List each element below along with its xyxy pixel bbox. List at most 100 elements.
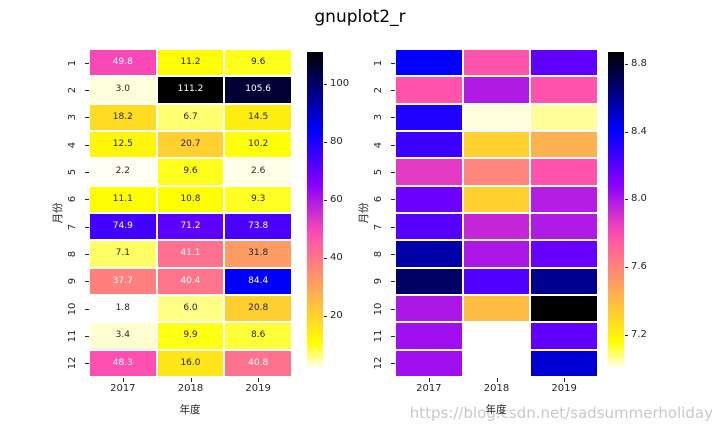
colorbar-tick-mark [625,131,628,133]
y-tick-mark [391,363,395,365]
y-tick-mark [391,308,395,310]
y-tick-mark [391,254,395,255]
heatmap-cell: 37.7 [90,268,156,294]
heatmap-cell [531,350,597,376]
cell-value: 37.7 [112,275,133,286]
cell-value: 40.4 [180,275,201,286]
heatmap-cell [463,186,530,212]
heatmap-cell [531,268,597,294]
heatmap-cell [396,132,462,158]
heatmap-cell [396,350,462,376]
y-tick-mark [391,62,395,64]
cell-value: 9.3 [250,193,266,204]
heatmap-cell: 3.0 [90,77,156,103]
colorbar-tick-label: 80 [330,136,343,148]
heatmap-cell: 3.4 [90,323,156,349]
y-tick-mark [391,172,395,173]
heatmap-cell: 14.5 [225,104,291,130]
heatmap-cell [531,132,597,158]
heatmap-cell: 84.4 [225,268,291,294]
y-tick-mark [85,254,89,255]
heatmap-cell [396,186,462,212]
heatmap-cell: 40.8 [225,350,291,376]
colorbar [307,52,323,369]
y-tick-mark [85,336,89,337]
heatmap-cell [531,323,597,349]
x-tick-mark [564,378,566,382]
plot-title: gnuplot2_r [314,7,406,27]
heatmap-cell [396,268,462,294]
colorbar [608,52,624,369]
heatmap-cell: 11.2 [157,50,224,76]
cell-value: 14.5 [248,111,269,122]
colorbar-tick-label: 20 [330,310,343,322]
cell-value: 40.8 [248,357,269,368]
heatmap-cell: 9.6 [225,50,291,76]
y-tick-mark [85,172,89,173]
x-tick-label: 2017 [416,383,442,394]
heatmap-cell: 9.9 [157,323,224,349]
heatmap-cell [531,241,597,267]
heatmap-cell: 1.8 [90,296,156,322]
heatmap-cell [463,268,530,294]
heatmap-cell: 48.3 [90,350,156,376]
y-tick-mark [85,90,89,91]
cell-value: 111.2 [177,84,204,95]
colorbar-tick-label: 8.0 [631,193,647,205]
x-tick-label: 2018 [483,383,510,394]
heatmap-cell: 6.7 [157,104,224,130]
heatmap-cell [396,104,462,130]
heatmap-cell: 105.6 [225,77,291,103]
y-tick-label: 7 [372,223,384,230]
cell-value: 20.8 [248,303,269,314]
x-tick-label: 2019 [245,383,271,394]
y-tick-mark [391,144,395,146]
heatmap-cell: 20.7 [157,132,224,158]
x-tick-mark [496,378,498,382]
x-axis-label: 年度 [485,404,507,416]
cell-value: 10.8 [180,193,201,204]
colorbar-tick-label: 8.8 [631,57,647,69]
cell-value: 18.2 [112,111,133,122]
colorbar-tick-label: 40 [330,252,343,264]
cell-value: 49.8 [112,57,133,68]
y-tick-mark [85,199,89,201]
x-tick-label: 2018 [177,383,204,394]
colorbar-tick-mark [625,63,628,65]
y-tick-mark [85,226,89,228]
colorbar-tick-label: 7.6 [631,261,647,273]
cell-value: 2.2 [115,166,130,177]
cell-value: 48.3 [112,357,133,368]
y-tick-mark [85,363,89,365]
heatmap-cell [463,214,530,240]
heatmap-cell [531,77,597,103]
colorbar-tick-mark [324,200,327,202]
heatmap-cell: 20.8 [225,296,291,322]
colorbar-tick-label: 7.2 [631,329,647,341]
heatmap-cell: 41.1 [157,241,224,267]
heatmap-cell: 73.8 [225,214,291,240]
y-tick-label: 6 [372,196,384,203]
y-tick-mark [85,144,89,146]
colorbar-tick-mark [324,84,327,86]
cell-value: 71.2 [180,221,201,232]
heatmap-cell: 6.0 [157,296,224,322]
y-tick-mark [391,199,395,201]
heatmap-cell [531,214,597,240]
y-tick-mark [85,62,89,64]
cell-value: 16.0 [180,357,201,368]
colorbar-tick-mark [324,142,327,144]
heatmap-cell [531,296,597,322]
heatmap-cell: 40.4 [157,268,224,294]
x-tick-label: 2019 [551,383,577,394]
y-tick-label: 3 [372,114,384,121]
heatmap-cell: 31.8 [225,241,291,267]
watermark: https://blog.csdn.net/sadsummerholiday [409,404,713,422]
heatmap-cell [531,186,597,212]
cell-value: 6.7 [183,111,198,122]
heatmap-cell [531,50,597,76]
heatmap-cell [531,159,597,185]
colorbar-tick-mark [625,267,628,269]
heatmap-cell [396,77,462,103]
heatmap-cell: 2.6 [225,159,291,185]
